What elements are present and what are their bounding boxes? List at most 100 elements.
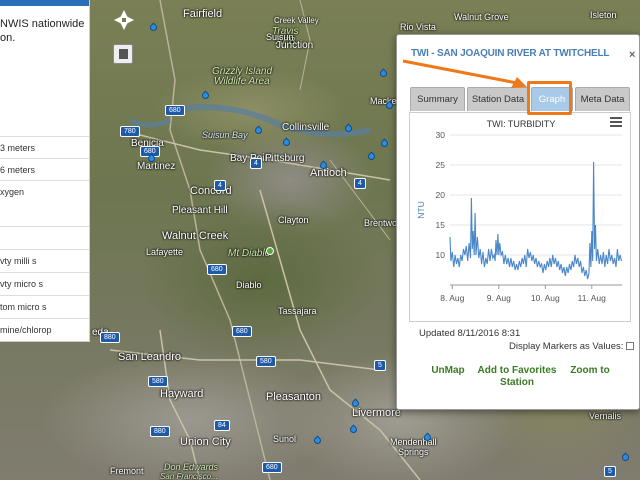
parameter-item[interactable]: mine/chlorop bbox=[0, 318, 89, 340]
parameter-item[interactable]: tom micro s bbox=[0, 295, 89, 317]
unmap-link[interactable]: UnMap bbox=[431, 365, 465, 377]
chart-title: TWI: TURBIDITY bbox=[487, 119, 556, 129]
tab-graph[interactable]: Graph bbox=[531, 87, 573, 111]
y-tick-label: 25 bbox=[436, 160, 446, 170]
map-label: Benicia bbox=[131, 138, 164, 149]
zoom-label-line1: Zoom to bbox=[570, 365, 610, 376]
map-label: Junction bbox=[276, 40, 314, 51]
map-label: Mt Diablo bbox=[228, 248, 271, 259]
favorites-label-line2: Station bbox=[500, 377, 534, 388]
highway-shield: 680 bbox=[165, 105, 185, 116]
parameter-label: vty milli s bbox=[0, 256, 37, 266]
left-panel-intro: NWIS nationwide on. bbox=[0, 13, 84, 45]
map-pan-control[interactable] bbox=[112, 4, 148, 30]
y-axis-label: NTU bbox=[416, 201, 426, 218]
parameter-item[interactable]: xygen bbox=[0, 180, 89, 202]
highway-shield: 5 bbox=[604, 466, 616, 477]
map-label: Diablo bbox=[236, 280, 262, 290]
map-label: Lafayette bbox=[146, 247, 184, 257]
parameter-label: vty micro s bbox=[0, 279, 44, 289]
map-label: Union City bbox=[180, 436, 231, 448]
map-label: Grizzly Island bbox=[212, 66, 273, 77]
highway-shield: 680 bbox=[207, 264, 227, 275]
map-label: San Leandro bbox=[118, 351, 181, 363]
map-label: Hayward bbox=[160, 388, 204, 400]
map-label: Suisun bbox=[266, 32, 294, 42]
highway-shield: 4 bbox=[354, 178, 366, 189]
layers-button[interactable] bbox=[113, 44, 133, 64]
parameter-item[interactable]: 6 meters bbox=[0, 158, 89, 180]
add-to-favorites-link[interactable]: Add to Favorites Station bbox=[477, 365, 557, 389]
intro-line: NWIS nationwide bbox=[0, 18, 85, 30]
annotation-arrow bbox=[402, 59, 527, 88]
station-popup: TWI - SAN JOAQUIN RIVER AT TWITCHELL × S… bbox=[396, 34, 640, 410]
popup-title: TWI - SAN JOAQUIN RIVER AT TWITCHELL bbox=[411, 48, 610, 59]
parameter-item[interactable]: 3 meters bbox=[0, 136, 89, 158]
map-label: Fairfield bbox=[183, 8, 223, 20]
highway-shield: 5 bbox=[374, 360, 386, 371]
display-markers-label: Display Markers as Values: bbox=[509, 341, 624, 352]
y-tick-label: 30 bbox=[436, 130, 446, 140]
highway-shield: 680 bbox=[262, 462, 282, 473]
parameter-item[interactable]: vty milli s bbox=[0, 249, 89, 271]
unmap-label: UnMap bbox=[431, 365, 465, 376]
map-label: Isleton bbox=[590, 10, 617, 20]
highway-shield: 780 bbox=[120, 126, 140, 137]
close-button[interactable]: × bbox=[629, 49, 636, 61]
highway-shield: 4 bbox=[250, 158, 262, 169]
parameter-label: 3 meters bbox=[0, 143, 36, 153]
map-label: Suisun Bay bbox=[202, 130, 248, 140]
map-label: Rio Vista bbox=[400, 22, 436, 32]
popup-tabs: Summary Station Data Graph Meta Data bbox=[410, 87, 630, 111]
map-label: Fremont bbox=[110, 466, 144, 476]
chart-menu-icon[interactable] bbox=[610, 117, 622, 127]
x-tick-label: 9. Aug bbox=[487, 293, 511, 303]
intro-line: on. bbox=[0, 32, 16, 44]
map-label: Creek Valley bbox=[274, 16, 319, 25]
series-line bbox=[449, 161, 623, 280]
map-label: Martinez bbox=[137, 161, 176, 172]
map-label: Walnut Creek bbox=[162, 230, 229, 242]
tab-summary[interactable]: Summary bbox=[410, 87, 465, 111]
map-label: Vernalis bbox=[589, 411, 622, 421]
map-label: Livermore bbox=[352, 407, 401, 419]
pan-arrows-icon bbox=[114, 10, 134, 30]
zoom-to-station-link[interactable]: Zoom to bbox=[563, 365, 617, 377]
parameter-label: tom micro s bbox=[0, 302, 47, 312]
highway-shield: 680 bbox=[232, 326, 252, 337]
map-label: Mackey bbox=[370, 96, 402, 106]
map-label: Springs bbox=[398, 447, 429, 457]
map-label: Sunol bbox=[273, 434, 297, 444]
highway-shield: 580 bbox=[148, 376, 168, 387]
display-markers-row: Display Markers as Values: bbox=[509, 341, 635, 352]
map-label: Pleasanton bbox=[266, 391, 322, 403]
parameter-item[interactable] bbox=[0, 226, 89, 248]
parameter-label: mine/chlorop bbox=[0, 325, 52, 335]
map-label: Brentwo bbox=[364, 218, 398, 228]
mt-diablo-icon bbox=[266, 247, 274, 255]
map-label: Tassajara bbox=[278, 306, 317, 316]
chart-svg: TWI: TURBIDITY 10 15 20 25 30 8. Aug 9. Aug 10. … bbox=[416, 119, 623, 303]
x-tick-label: 10. Aug bbox=[531, 293, 560, 303]
parameter-label: 6 meters bbox=[0, 165, 36, 175]
updated-timestamp: Updated 8/11/2016 8:31 bbox=[419, 328, 521, 339]
highway-shield: 880 bbox=[150, 426, 170, 437]
map-label: Don Edwards bbox=[164, 462, 219, 472]
y-tick-label: 20 bbox=[436, 190, 446, 200]
highway-shield: 880 bbox=[100, 332, 120, 343]
highway-shield: 580 bbox=[256, 356, 276, 367]
tab-meta-data[interactable]: Meta Data bbox=[575, 87, 630, 111]
map-label: Mendenhall bbox=[390, 437, 437, 447]
parameter-item[interactable]: vty micro s bbox=[0, 272, 89, 294]
map-label: Pittsburg bbox=[265, 153, 305, 164]
map-label: Clayton bbox=[278, 215, 309, 225]
highway-shield: 4 bbox=[214, 180, 226, 191]
map-label: Antioch bbox=[310, 167, 347, 179]
left-panel-header-bar bbox=[0, 0, 89, 6]
map-label: Pleasant Hill bbox=[172, 205, 228, 216]
layers-icon bbox=[119, 49, 128, 59]
tab-station-data[interactable]: Station Data bbox=[467, 87, 529, 111]
left-panel: NWIS nationwide on. 3 meters 6 meters xy… bbox=[0, 0, 90, 342]
display-markers-checkbox[interactable] bbox=[626, 342, 635, 351]
